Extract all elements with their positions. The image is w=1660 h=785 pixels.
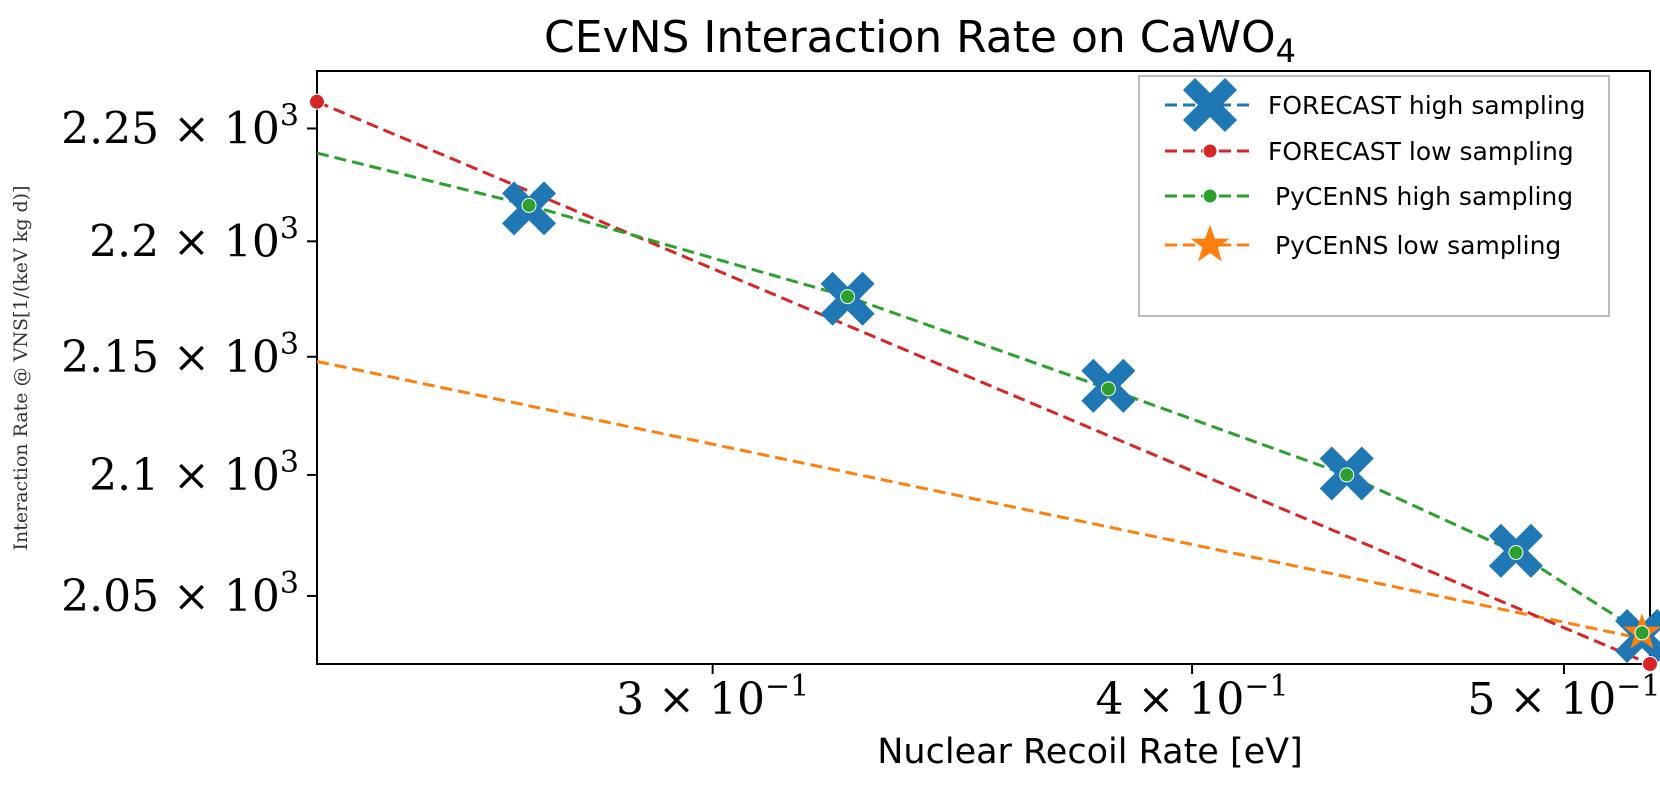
x-tick-label-0: 3 × 10−1 [616,669,809,725]
x-tick-label-2: 5 × 10−1 [1467,669,1660,725]
chart-title: CEvNS Interaction Rate on CaWO4 [544,12,1296,70]
marker-layer [309,93,1660,672]
legend-label-3: PyCEnNS low sampling [1275,231,1561,260]
legend-label-0: FORECAST high sampling [1268,91,1586,120]
axis-ticks: 3 × 10−1 4 × 10−1 5 × 10−1 2.05 × 103 2.1 × … [61,98,1660,725]
forecast-low-marker-1 [1642,656,1658,672]
pycenns-high-marker-2 [840,289,856,305]
series-line-pycennS-low [317,359,1650,642]
pycenns-high-marker-1 [521,197,537,213]
pycenns-high-marker-5 [1508,545,1524,561]
x-axis-label: Nuclear Recoil Rate [eV] [877,732,1303,772]
pycenns-high-marker-6 [1634,625,1650,641]
forecast-low-marker-0 [309,93,325,110]
legend-label-1: FORECAST low sampling [1268,137,1574,166]
legend-marker-2 [1202,188,1218,204]
y-axis-label: Interaction Rate @ VNS[1/(keV kg d)] [10,185,32,550]
legend-marker-1 [1202,143,1218,159]
y-tick-label-4: 2.25 × 103 [61,98,299,154]
y-tick-label-0: 2.05 × 103 [61,566,299,622]
pycenns-high-marker-3 [1100,381,1116,397]
legend-label-2: PyCEnNS high sampling [1275,182,1573,211]
x-tick-label-1: 4 × 10−1 [1096,669,1289,725]
y-tick-label-3: 2.2 × 103 [89,211,299,267]
legend-marker-0 [1182,77,1238,133]
pycenns-high-marker-4 [1339,467,1355,483]
y-tick-label-2: 2.15 × 103 [61,327,299,383]
y-tick-label-1: 2.1 × 103 [89,445,299,501]
legend: FORECAST high sampling FORECAST low sampl… [1138,75,1610,317]
